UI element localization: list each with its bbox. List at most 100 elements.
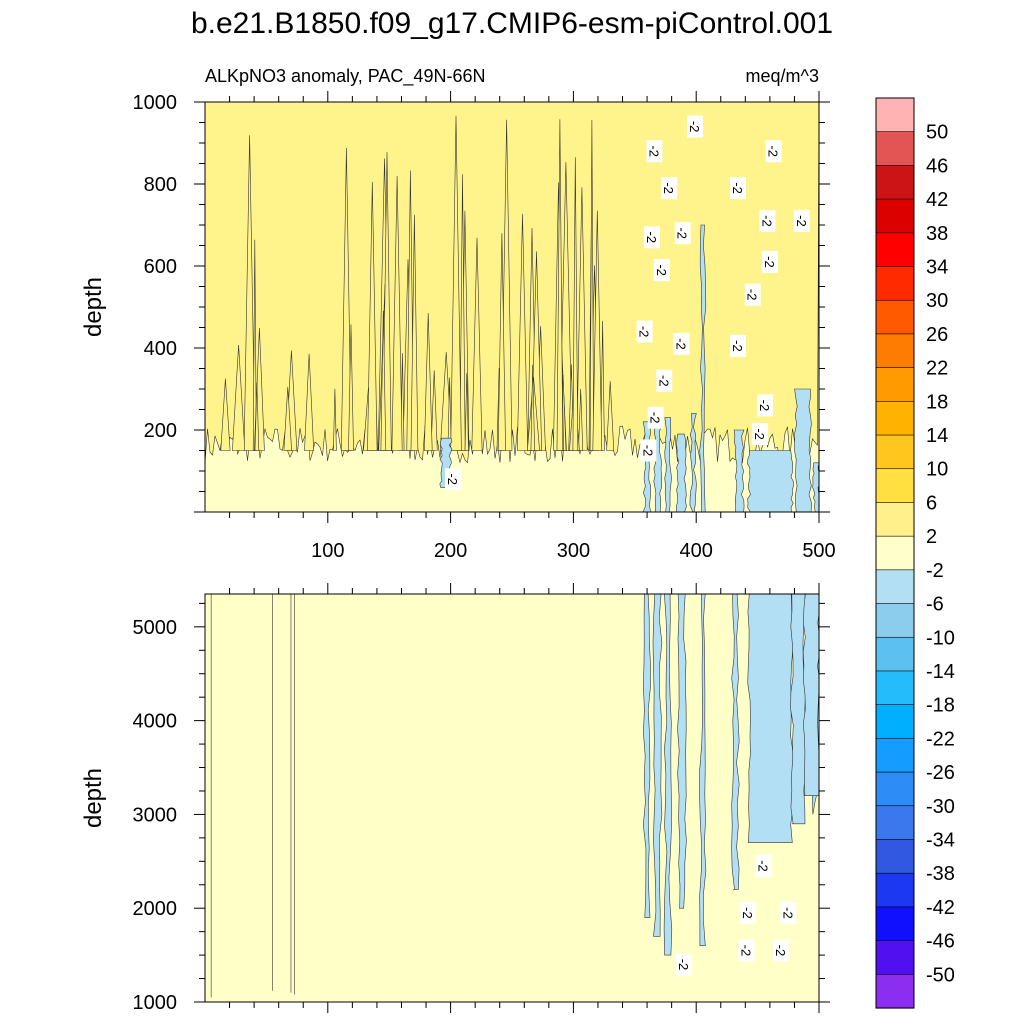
contour-label-text: -2 — [687, 121, 702, 133]
positive-spike — [391, 175, 403, 451]
colorbar-swatch — [875, 97, 915, 133]
contour-label: -2 — [675, 953, 692, 976]
negative-band — [689, 413, 697, 512]
upper-panel: -2 -2 -2 -2 -2 -2 -2 -2 -2 -2 -2 -2 -2 -2 -2 -2 -2 -2 -2 -2… — [80, 91, 836, 562]
positive-spike — [254, 382, 260, 451]
contour-label: -2 — [687, 115, 703, 138]
x-tick-label: 400 — [680, 540, 713, 562]
contour-label-text: -2 — [674, 338, 689, 350]
colorbar-swatch — [875, 266, 915, 301]
contour-label-text: -2 — [756, 860, 771, 872]
positive-spike — [243, 135, 256, 451]
contour-label-text: -2 — [773, 945, 788, 957]
contour-label: -2 — [755, 855, 772, 877]
colorbar-swatch — [875, 299, 915, 335]
contour-label: -2 — [761, 250, 778, 273]
negative-band — [652, 594, 663, 937]
negative-band — [676, 433, 687, 512]
colorbar-swatch — [875, 401, 915, 436]
colorbar-swatch — [875, 670, 915, 706]
y-tick-label: 800 — [144, 174, 177, 196]
contour-label-text: -2 — [637, 326, 652, 338]
y-tick-label: 2000 — [133, 898, 178, 920]
contour-label-text: -2 — [757, 400, 772, 412]
colorbar-swatch — [875, 940, 915, 975]
contour-label-text: -2 — [730, 182, 745, 194]
positive-spike — [450, 115, 462, 451]
colorbar-swatch — [875, 367, 915, 402]
colorbar-swatch — [875, 569, 915, 605]
contour-label-text: -2 — [730, 340, 745, 352]
contour-label: -2 — [744, 283, 761, 306]
plot-frame — [204, 593, 820, 1003]
colorbar-swatch — [875, 906, 915, 942]
contour-label: -2 — [793, 209, 810, 232]
negative-band — [733, 429, 745, 512]
negative-band — [663, 594, 673, 956]
colorbar-swatch — [875, 738, 915, 773]
y-tick-label: 200 — [144, 420, 177, 442]
negative-band — [664, 417, 672, 512]
positive-spike — [430, 370, 438, 451]
contour-label: -2 — [653, 259, 670, 282]
contour-label: -2 — [673, 332, 690, 355]
colorbar-label: -34 — [926, 830, 955, 852]
contour-label-text: -2 — [752, 428, 767, 440]
contour-label-text: -2 — [740, 907, 755, 919]
contour-label: -2 — [730, 334, 746, 357]
contour-label: -2 — [644, 226, 660, 249]
contour-label-text: -2 — [745, 289, 760, 301]
negative-band — [794, 388, 812, 512]
figure-title: b.e21.B1850.f09_g17.CMIP6-esm-piControl.… — [191, 7, 833, 40]
contour-label-text: -2 — [759, 215, 774, 227]
contour-label: -2 — [647, 406, 664, 429]
contour-label: -2 — [780, 901, 797, 924]
contour-label-text: -2 — [675, 227, 690, 239]
contour-label: -2 — [646, 140, 663, 163]
colorbar-label: 30 — [926, 290, 948, 312]
positive-spike — [232, 344, 246, 451]
positive-spike — [380, 310, 387, 451]
lower-panel: -2 -2 -2 -2 -2 -2 1000 2000 3000 4000 5000 depth — [80, 583, 830, 1014]
subtitle-units: meq/m^3 — [746, 66, 819, 86]
negative-band — [677, 594, 687, 909]
negative-band — [699, 594, 707, 946]
background-fill — [205, 594, 819, 1002]
colorbar-label: -38 — [926, 863, 955, 885]
negative-band — [731, 594, 740, 890]
contour-label: -2 — [739, 901, 756, 924]
positive-spike — [340, 147, 352, 451]
colorbar-swatch — [875, 636, 915, 672]
contour-label: -2 — [640, 439, 657, 462]
colorbar-swatch — [875, 198, 915, 234]
contour-label-text: -2 — [794, 215, 809, 227]
positive-spike — [348, 324, 354, 451]
colorbar-swatch — [875, 502, 915, 537]
contour-label-text: -2 — [739, 945, 754, 957]
colorbar-label: -14 — [926, 661, 955, 683]
contour-label: -2 — [765, 140, 782, 163]
contour-label: -2 — [636, 320, 653, 343]
contour-label-text: -2 — [766, 145, 781, 157]
y-axis-label: depth — [80, 768, 107, 828]
contour-label: -2 — [661, 177, 678, 200]
colorbar-swatch — [875, 704, 915, 739]
contour-label-text: -2 — [654, 264, 669, 276]
positive-spike — [530, 364, 535, 451]
colorbar-label: 34 — [926, 257, 948, 279]
contour-label-text: -2 — [762, 256, 777, 268]
contour-label: -2 — [757, 394, 773, 417]
contour-label-text: -2 — [445, 473, 460, 485]
lower-field: -2 -2 -2 -2 -2 -2 — [205, 594, 819, 1002]
colorbar-label: 46 — [926, 155, 948, 177]
colorbar-swatch — [875, 973, 915, 1009]
colorbar-label: -26 — [926, 762, 955, 784]
negative-band — [790, 594, 806, 825]
colorbar-label: 14 — [926, 425, 948, 447]
colorbar-label: 10 — [926, 459, 948, 481]
colorbar-swatch — [875, 468, 915, 504]
colorbar-label: -18 — [926, 695, 955, 717]
positive-spike — [589, 119, 595, 451]
surface-positive-band — [205, 102, 819, 464]
